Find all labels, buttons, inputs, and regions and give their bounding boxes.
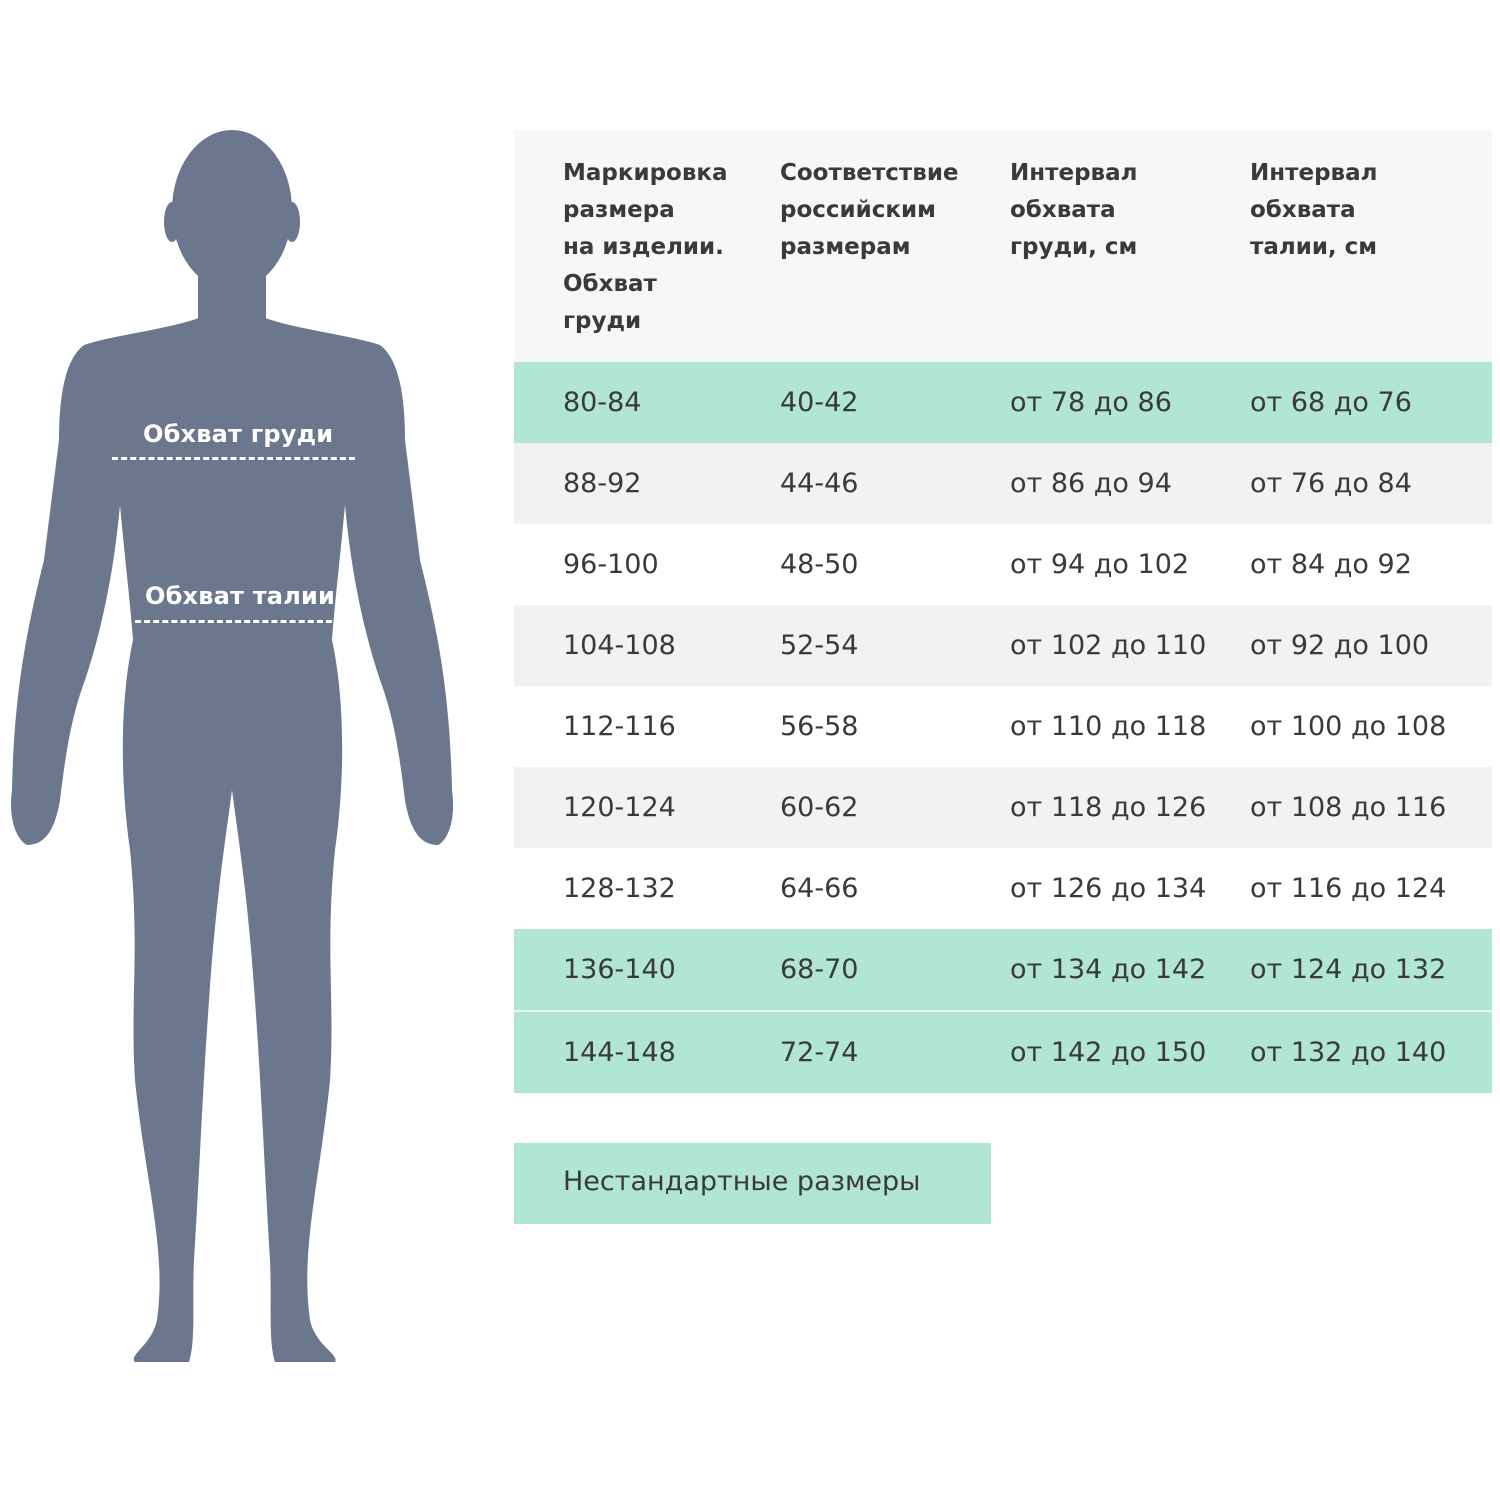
table-row: 104-108 52-54 от 102 до 110 от 92 до 100 [514, 605, 1492, 686]
cell-size-marking: 144-148 [563, 1037, 676, 1068]
chest-measure-line [112, 457, 355, 460]
cell-russian-size: 40-42 [780, 387, 859, 418]
waist-measure-line [135, 620, 332, 623]
cell-chest-interval: от 94 до 102 [1010, 549, 1190, 580]
cell-chest-interval: от 126 до 134 [1010, 873, 1207, 904]
cell-russian-size: 44-46 [780, 468, 859, 499]
table-row: 88-92 44-46 от 86 до 94 от 76 до 84 [514, 443, 1492, 524]
cell-chest-interval: от 78 до 86 [1010, 387, 1172, 418]
cell-russian-size: 68-70 [780, 954, 859, 985]
legend-label: Нестандартные размеры [563, 1166, 921, 1197]
waist-girth-label: Обхват талии [145, 582, 336, 610]
table-row-nonstandard: 136-140 68-70 от 134 до 142 от 124 до 132 [514, 929, 1492, 1010]
table-row: 96-100 48-50 от 94 до 102 от 84 до 92 [514, 524, 1492, 605]
table-row: 120-124 60-62 от 118 до 126 от 108 до 116 [514, 767, 1492, 848]
cell-waist-interval: от 116 до 124 [1250, 873, 1447, 904]
header-waist-interval: Интервал обхвата талии, см [1250, 160, 1378, 260]
cell-size-marking: 104-108 [563, 630, 676, 661]
cell-russian-size: 48-50 [780, 549, 859, 580]
nonstandard-sizes-legend: Нестандартные размеры [514, 1143, 991, 1224]
cell-size-marking: 80-84 [563, 387, 642, 418]
human-silhouette-icon [11, 130, 454, 1362]
cell-waist-interval: от 68 до 76 [1250, 387, 1412, 418]
table-header: Маркировка размера на изделии. Обхват гр… [514, 130, 1492, 362]
cell-russian-size: 56-58 [780, 711, 859, 742]
table-row-nonstandard: 80-84 40-42 от 78 до 86 от 68 до 76 [514, 362, 1492, 443]
cell-waist-interval: от 124 до 132 [1250, 954, 1447, 985]
cell-russian-size: 64-66 [780, 873, 859, 904]
header-chest-interval: Интервал обхвата груди, см [1010, 160, 1138, 260]
table-row-nonstandard: 144-148 72-74 от 142 до 150 от 132 до 140 [514, 1010, 1492, 1093]
cell-chest-interval: от 142 до 150 [1010, 1037, 1207, 1068]
cell-size-marking: 136-140 [563, 954, 676, 985]
cell-russian-size: 72-74 [780, 1037, 859, 1068]
cell-russian-size: 52-54 [780, 630, 859, 661]
header-size-marking: Маркировка размера на изделии. Обхват гр… [563, 160, 728, 334]
cell-waist-interval: от 108 до 116 [1250, 792, 1447, 823]
cell-size-marking: 96-100 [563, 549, 659, 580]
cell-chest-interval: от 110 до 118 [1010, 711, 1207, 742]
cell-waist-interval: от 100 до 108 [1250, 711, 1447, 742]
cell-chest-interval: от 118 до 126 [1010, 792, 1207, 823]
size-table: Маркировка размера на изделии. Обхват гр… [514, 130, 1492, 1093]
cell-size-marking: 112-116 [563, 711, 676, 742]
chest-girth-label: Обхват груди [143, 420, 334, 448]
table-row: 112-116 56-58 от 110 до 118 от 100 до 108 [514, 686, 1492, 767]
cell-size-marking: 120-124 [563, 792, 676, 823]
cell-chest-interval: от 86 до 94 [1010, 468, 1172, 499]
cell-size-marking: 128-132 [563, 873, 676, 904]
cell-waist-interval: от 84 до 92 [1250, 549, 1412, 580]
cell-waist-interval: от 132 до 140 [1250, 1037, 1447, 1068]
header-russian-size: Соответствие российским размерам [780, 160, 959, 260]
cell-chest-interval: от 102 до 110 [1010, 630, 1207, 661]
table-row: 128-132 64-66 от 126 до 134 от 116 до 124 [514, 848, 1492, 929]
cell-chest-interval: от 134 до 142 [1010, 954, 1207, 985]
cell-russian-size: 60-62 [780, 792, 859, 823]
body-silhouette-figure: Обхват груди Обхват талии [0, 0, 470, 1500]
table-body: 80-84 40-42 от 78 до 86 от 68 до 76 88-92 44-… [514, 362, 1492, 1093]
cell-size-marking: 88-92 [563, 468, 642, 499]
cell-waist-interval: от 92 до 100 [1250, 630, 1430, 661]
cell-waist-interval: от 76 до 84 [1250, 468, 1412, 499]
